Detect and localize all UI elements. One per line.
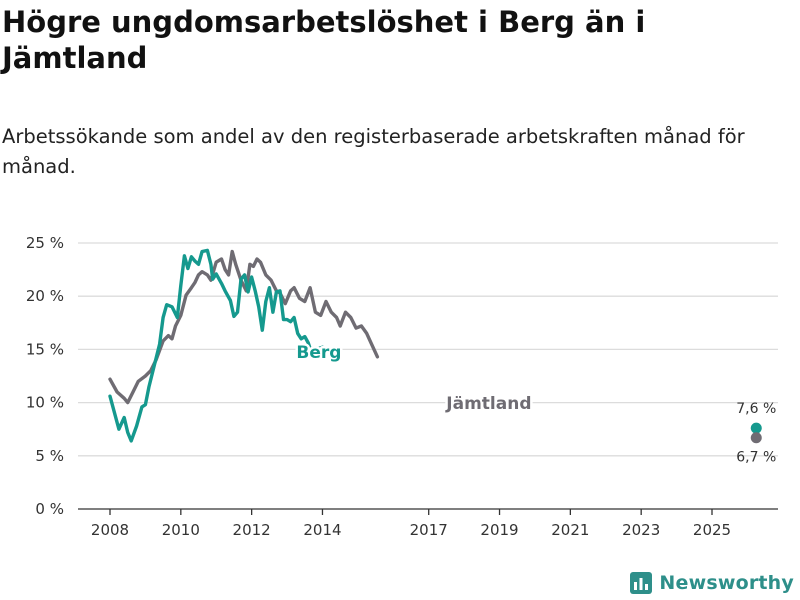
gridlines xyxy=(78,242,778,457)
x-tick-label: 2014 xyxy=(303,521,341,539)
end-value-label-jamtland: 6,7 % xyxy=(736,450,776,466)
x-tick-label: 2012 xyxy=(233,521,271,539)
axes: 0 % 5 % 10 % 15 % 20 % 25 % 2008 2010 2012 2014 20… xyxy=(26,234,778,539)
end-marker-jamtland xyxy=(750,432,762,444)
series-label-halo-berg: Berg xyxy=(296,343,341,363)
x-tick-label: 2008 xyxy=(91,521,129,539)
x-tick-label: 2023 xyxy=(622,521,660,539)
y-tick-label: 5 % xyxy=(35,447,64,465)
chart-title: Högre ungdomsarbetslöshet i Berg än i Jä… xyxy=(2,5,646,75)
brand-logo: Newsworthy xyxy=(630,572,794,594)
y-tick-label: 10 % xyxy=(26,394,64,412)
x-tick-label: 2010 xyxy=(162,521,200,539)
y-tick-label: 0 % xyxy=(35,500,64,518)
y-tick-label: 25 % xyxy=(26,234,64,252)
y-tick-label: 15 % xyxy=(26,340,64,358)
series-line-berg xyxy=(108,248,325,443)
series-label-halo-jamtland: Jämtland xyxy=(445,394,531,414)
series-label-jamtland: Jämtland xyxy=(445,394,531,414)
x-tick-label: 2019 xyxy=(480,521,518,539)
x-tick-label: 2017 xyxy=(410,521,448,539)
end-marker-berg xyxy=(750,422,762,434)
bar-chart-icon xyxy=(630,572,653,594)
x-tick-label: 2025 xyxy=(693,521,731,539)
chart-subtitle: Arbetssökande som andel av den registerb… xyxy=(2,125,745,178)
y-tick-label: 20 % xyxy=(26,287,64,305)
brand-name: Newsworthy xyxy=(659,572,794,594)
x-tick-label: 2021 xyxy=(551,521,589,539)
series-line-jamtland xyxy=(108,249,380,405)
series-label-berg: Berg xyxy=(296,343,341,363)
series-lines xyxy=(108,248,380,443)
end-value-label-berg: 7,6 % xyxy=(736,401,776,417)
